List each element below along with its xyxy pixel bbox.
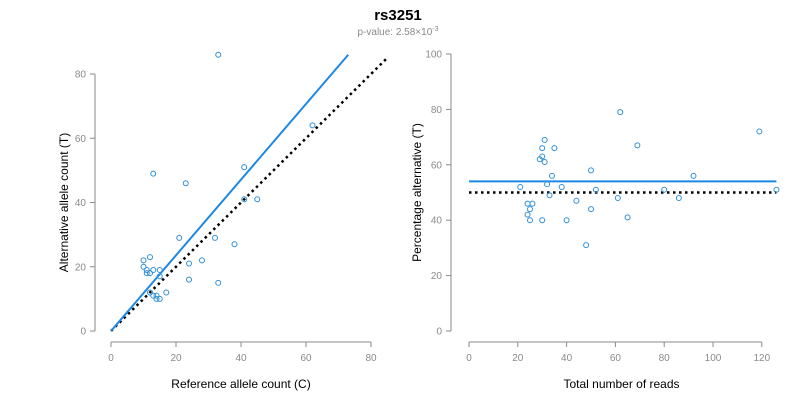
data-point <box>527 206 533 213</box>
data-point <box>156 266 163 273</box>
data-point <box>212 234 218 241</box>
chart-title: rs3251 <box>374 7 422 24</box>
data-point <box>539 145 546 152</box>
data-point <box>558 183 565 190</box>
data-point <box>527 217 533 224</box>
data-point <box>517 183 524 190</box>
right-scatter-panel: 0 20 40 60 80 100 120 0 20 40 60 80 100 Total number … <box>410 50 780 391</box>
data-point <box>163 289 170 296</box>
data-point <box>588 167 594 174</box>
y-tick-label: 40 <box>431 216 443 227</box>
x-axis-title: Total number of reads <box>563 377 679 391</box>
data-point <box>573 197 580 204</box>
data-point <box>150 292 157 299</box>
data-point <box>182 180 189 187</box>
data-point <box>539 217 546 224</box>
x-tick-label: 40 <box>561 353 573 364</box>
data-point <box>150 170 157 177</box>
y-tick-label: 80 <box>431 105 443 116</box>
data-point <box>143 266 150 273</box>
data-point <box>140 257 147 264</box>
y-tick-label: 20 <box>431 271 443 282</box>
data-point <box>153 295 160 302</box>
data-point <box>231 241 238 248</box>
data-point <box>548 172 555 179</box>
y-tick-label: 100 <box>425 50 442 61</box>
y-tick-label: 40 <box>75 198 87 209</box>
data-point <box>147 270 153 277</box>
y-tick-label: 80 <box>75 70 87 81</box>
data-point <box>634 142 641 149</box>
data-point <box>592 186 599 193</box>
data-point <box>156 273 163 280</box>
data-point <box>675 195 682 202</box>
reference-line <box>110 57 389 332</box>
data-point <box>661 186 668 193</box>
x-tick-label: 20 <box>170 353 182 364</box>
data-point <box>147 289 153 296</box>
x-tick-label: 0 <box>108 353 114 364</box>
data-point <box>140 263 147 270</box>
x-tick-label: 40 <box>235 353 247 364</box>
data-point <box>309 122 316 129</box>
x-tick-label: 100 <box>705 353 722 364</box>
y-axis-title: Percentage alternative (T) <box>410 123 424 262</box>
data-point <box>539 153 546 160</box>
chart-subtitle: p-value: 2.58×10-3 <box>357 26 438 38</box>
data-point <box>563 217 570 224</box>
x-tick-label: 120 <box>753 353 770 364</box>
y-tick-label: 60 <box>75 134 87 145</box>
p-value-exponent: -3 <box>432 26 438 33</box>
data-point <box>583 242 590 249</box>
data-point <box>546 192 553 199</box>
data-point <box>541 136 548 143</box>
data-point <box>215 279 222 286</box>
y-tick-label: 20 <box>75 262 87 273</box>
y-tick-label: 0 <box>80 327 86 338</box>
y-tick-label: 60 <box>431 160 443 171</box>
data-point <box>588 206 594 213</box>
y-axis-title: Alternative allele count (T) <box>57 133 71 272</box>
data-point <box>624 214 631 221</box>
data-point <box>544 181 551 188</box>
data-point <box>215 51 222 58</box>
data-point <box>551 145 558 152</box>
x-tick-label: 20 <box>512 353 524 364</box>
data-point <box>150 266 157 273</box>
y-tick-label: 0 <box>436 327 442 338</box>
x-axis-title: Reference allele count (C) <box>171 377 310 391</box>
x-tick-label: 60 <box>610 353 622 364</box>
data-point <box>524 211 531 218</box>
data-point <box>756 128 763 135</box>
x-tick-label: 80 <box>365 353 377 364</box>
data-point <box>186 276 192 283</box>
data-point <box>690 172 697 179</box>
x-tick-label: 80 <box>659 353 671 364</box>
data-point <box>176 234 183 241</box>
data-point <box>153 292 160 299</box>
data-point <box>241 196 248 203</box>
left-scatter-panel: 0 20 40 60 80 0 20 40 60 80 Reference allele count… <box>57 51 389 391</box>
data-point <box>614 195 621 202</box>
fit-line <box>110 54 350 332</box>
p-value-text: p-value: 2.58×10 <box>357 27 432 38</box>
data-point <box>254 196 261 203</box>
data-point <box>529 200 536 207</box>
data-point <box>524 200 531 207</box>
data-point <box>241 164 248 171</box>
data-point <box>617 109 624 116</box>
data-point <box>156 295 163 302</box>
data-point <box>186 260 192 267</box>
data-point <box>199 257 205 264</box>
data-point <box>541 159 548 166</box>
x-tick-label: 60 <box>300 353 312 364</box>
data-point <box>143 270 150 277</box>
data-point <box>773 186 780 193</box>
data-point <box>147 254 153 261</box>
x-tick-label: 0 <box>466 353 472 364</box>
